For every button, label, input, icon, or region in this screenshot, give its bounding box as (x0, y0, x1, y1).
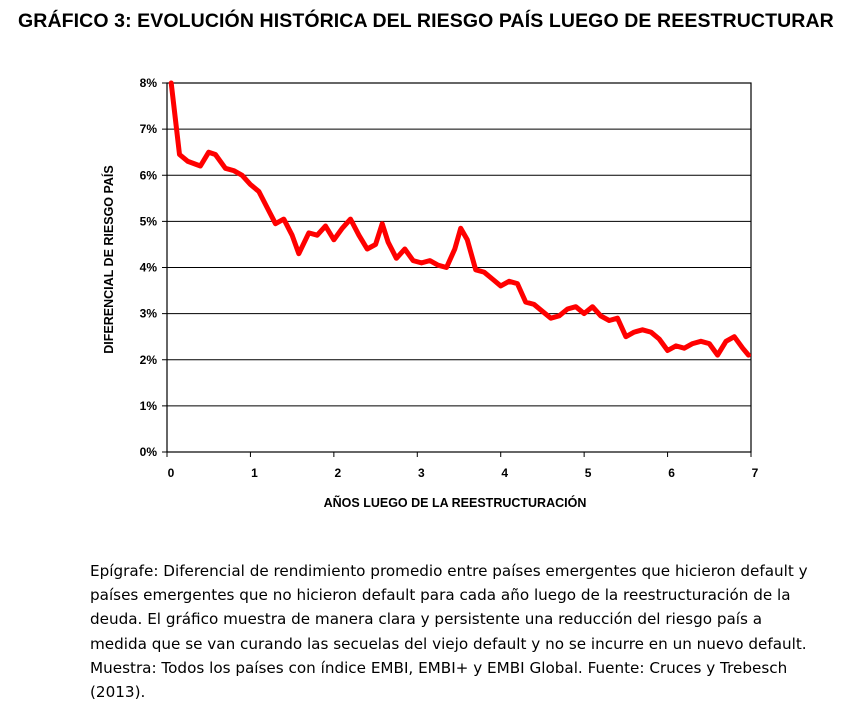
x-tick-label: 1 (251, 466, 258, 480)
x-tick-label: 4 (501, 466, 508, 480)
y-tick-label: 5% (140, 214, 158, 228)
y-tick-label: 3% (140, 307, 158, 321)
y-tick-label: 2% (140, 353, 158, 367)
x-tick-label: 5 (585, 466, 592, 480)
y-tick-label: 7% (140, 122, 158, 136)
x-tick-label: 2 (335, 466, 342, 480)
x-tick-label: 0 (168, 466, 175, 480)
line-chart: 0% 1% 2% 3% 4% 5% 6% 7% 8% 0 1 2 3 4 5 6 7 AÑOS LUEGO D… (101, 76, 759, 510)
caption-text: Epígrafe: Diferencial de rendimiento pro… (90, 562, 808, 702)
x-tick-label: 6 (668, 466, 675, 480)
y-tick-label: 8% (140, 76, 158, 90)
chart-title: GRÁFICO 3: EVOLUCIÓN HISTÓRICA DEL RIESG… (18, 10, 834, 32)
y-axis-ticks: 0% 1% 2% 3% 4% 5% 6% 7% 8% (140, 76, 167, 459)
x-tick-label: 3 (418, 466, 425, 480)
y-tick-label: 6% (140, 168, 158, 182)
x-axis-label: AÑOS LUEGO DE LA REESTRUCTURACIÓN (324, 495, 587, 510)
x-axis-ticks: 0 1 2 3 4 5 6 7 (166, 452, 759, 480)
y-tick-label: 0% (140, 445, 158, 459)
y-tick-label: 1% (140, 399, 158, 413)
x-tick-label: 7 (752, 466, 759, 480)
y-tick-label: 4% (140, 261, 158, 275)
gridlines (167, 82, 751, 453)
series-line (168, 80, 751, 358)
y-axis-label: DIFERENCIAL DE RIESGO PAÍS (101, 165, 116, 353)
